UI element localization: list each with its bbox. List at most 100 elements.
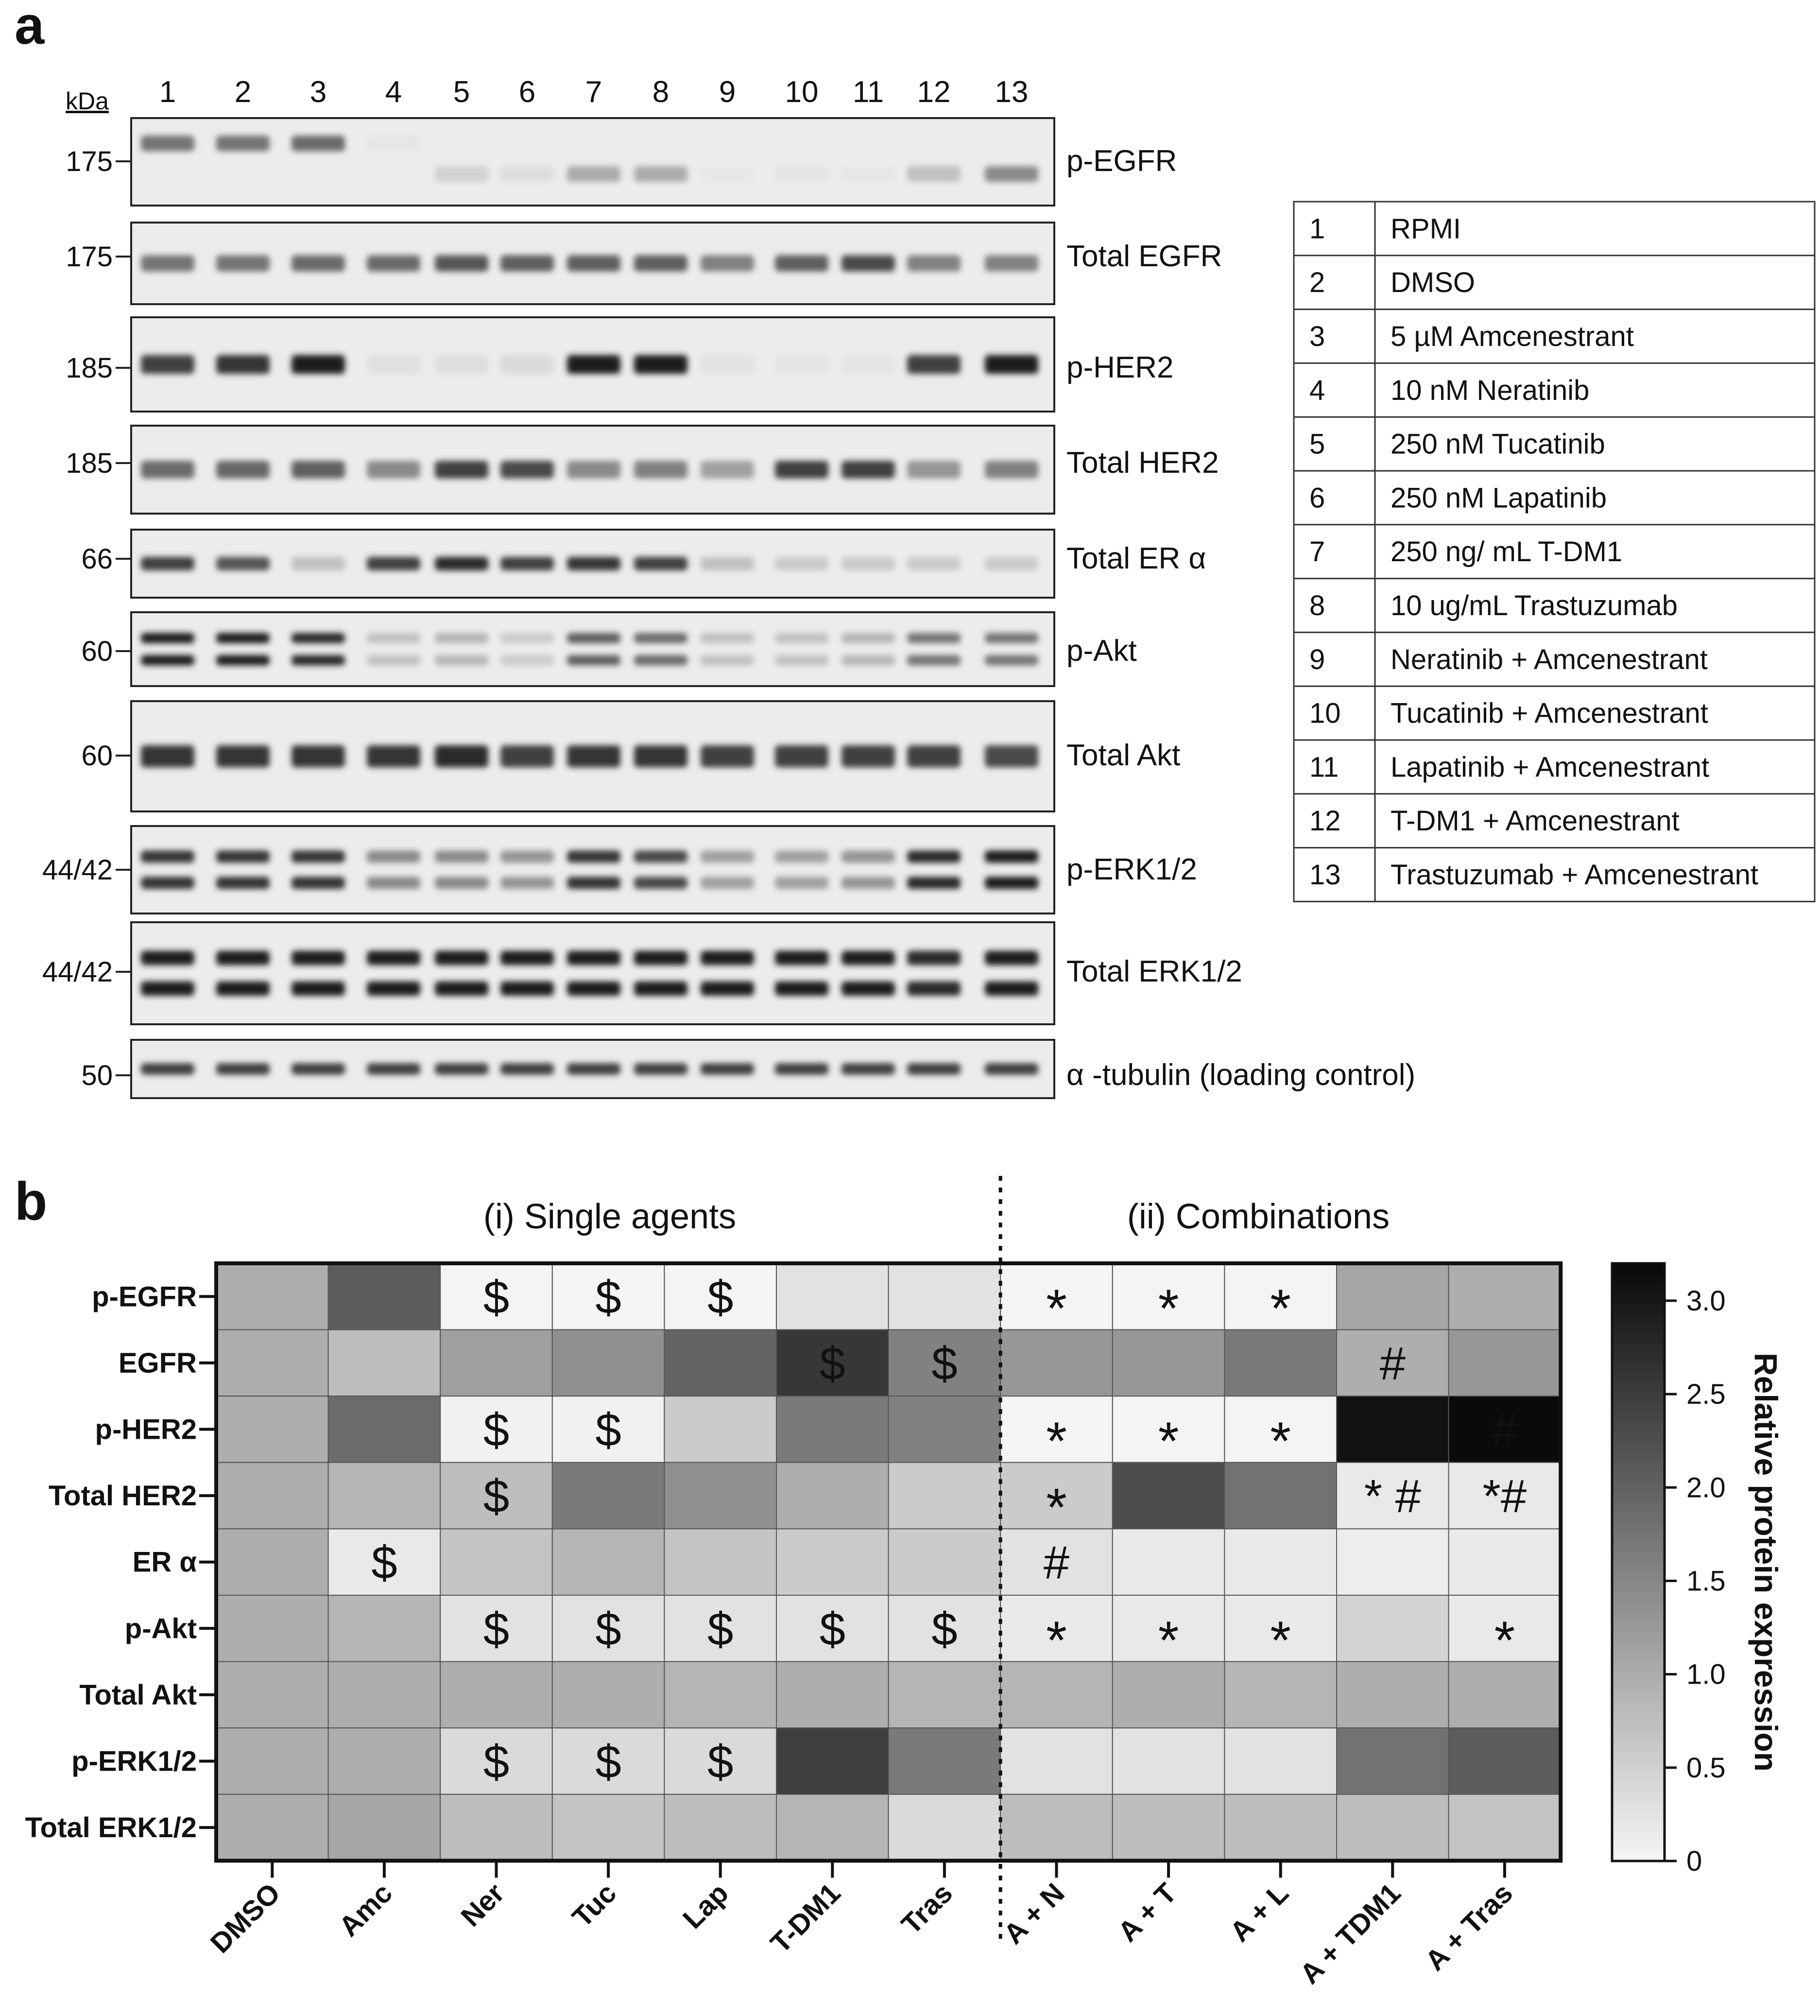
col-label: T-DM1 <box>764 1877 846 1959</box>
cell-annotation: $ <box>820 1603 845 1655</box>
blot-band <box>292 950 345 965</box>
heatmap-cell <box>551 1396 665 1463</box>
cell-annotation: $ <box>483 1404 509 1456</box>
blot-band <box>634 633 687 643</box>
colorbar-tick-label: 1.5 <box>1686 1565 1726 1597</box>
blot-band <box>567 745 620 768</box>
row-label: EGFR <box>119 1347 197 1379</box>
colorbar-step <box>1612 1393 1665 1403</box>
heatmap-cell <box>1448 1462 1562 1530</box>
colorbar-step <box>1612 1801 1665 1812</box>
row-label: Total ERK1/2 <box>25 1812 197 1844</box>
blot-membrane <box>130 825 1055 914</box>
blot-band <box>841 877 895 889</box>
blot-band <box>841 981 895 996</box>
blot-band <box>907 461 961 479</box>
colorbar-step <box>1612 1542 1665 1553</box>
colorbar-tick-label: 0.5 <box>1686 1752 1726 1784</box>
colorbar-step <box>1612 1472 1665 1483</box>
heatmap: $ $ $ * * *$ $ #$ $ * * * #$ * * # *#$ #$ $ $ $ $ * * * *$ $ $p-EG… <box>25 1176 1563 1990</box>
blot-band <box>634 1063 687 1075</box>
blot-band <box>701 557 754 570</box>
colorbar-step <box>1612 1572 1665 1583</box>
blot-band <box>292 1063 345 1075</box>
colorbar-step <box>1612 1522 1665 1533</box>
colorbar-step <box>1612 1851 1665 1861</box>
legend-lane-number: 5 <box>1309 429 1325 460</box>
row-label: p-ERK1/2 <box>71 1746 197 1777</box>
blot-band <box>435 355 488 374</box>
heatmap-cell <box>327 1263 441 1330</box>
heatmap-cell <box>776 1727 889 1795</box>
blot-band <box>775 1063 828 1075</box>
heatmap-cell <box>1224 1793 1337 1861</box>
heatmap-cell <box>551 1528 665 1596</box>
legend-treatment: Trastuzumab + Amcenestrant <box>1391 859 1758 891</box>
heatmap-cell <box>327 1528 441 1596</box>
blot-label: α -tubulin (loading control) <box>1066 1058 1415 1092</box>
heatmap-cell <box>327 1661 441 1729</box>
heatmap-cell <box>551 1462 665 1530</box>
cell-annotation: * <box>1046 1278 1067 1338</box>
cell-annotation: * <box>1046 1610 1067 1670</box>
blot-band <box>775 255 828 272</box>
col-label: A + T <box>1112 1877 1183 1948</box>
col-label: A + L <box>1224 1877 1295 1948</box>
heatmap-cell <box>551 1263 665 1330</box>
lane-number: 4 <box>385 75 402 109</box>
blot-band <box>435 981 488 996</box>
blot-band <box>567 1063 620 1075</box>
heatmap-cell <box>888 1329 1001 1397</box>
blot-band <box>141 745 194 768</box>
blot-band <box>701 745 754 768</box>
heatmap-cell <box>551 1727 665 1795</box>
heatmap-cell <box>888 1528 1001 1596</box>
colorbar-step <box>1612 1811 1665 1822</box>
blot-band <box>367 136 420 152</box>
blot-band <box>500 850 554 863</box>
blot-band <box>634 461 687 479</box>
colorbar-step <box>1612 1741 1665 1752</box>
colorbar-step <box>1612 1333 1665 1344</box>
blot-band <box>292 355 345 374</box>
blot-band <box>701 950 754 965</box>
blot-band <box>634 950 687 965</box>
colorbar-step <box>1612 1602 1665 1613</box>
blot-band <box>841 557 895 570</box>
blot-band <box>216 557 270 570</box>
legend-lane-number: 3 <box>1309 321 1325 352</box>
colorbar-step <box>1612 1731 1665 1742</box>
kda-marker: 60 <box>81 740 113 772</box>
blot-band <box>141 877 194 889</box>
colorbar-step <box>1612 1841 1665 1852</box>
blot-band <box>367 355 420 374</box>
legend-lane-number: 8 <box>1309 590 1325 621</box>
heatmap-cell <box>1448 1329 1562 1397</box>
blot-band <box>985 557 1038 570</box>
col-label: Tras <box>895 1877 959 1940</box>
heatmap-cell <box>664 1329 777 1397</box>
colorbar-step <box>1612 1293 1665 1304</box>
heatmap-cell <box>888 1727 1001 1795</box>
blot-band <box>775 166 828 182</box>
blot-band <box>701 850 754 863</box>
blot-label: p-HER2 <box>1066 351 1174 384</box>
kda-marker: 185 <box>66 352 113 384</box>
treatment-legend-table: 1 RPMI 2 DMSO 3 5 µM Amcenestrant 4 10 nM Nerat… <box>1293 201 1816 902</box>
heatmap-cell <box>327 1329 441 1397</box>
blot-band <box>985 850 1038 863</box>
heatmap-cell <box>1336 1595 1449 1662</box>
heatmap-cell <box>1000 1661 1113 1729</box>
blot-band <box>907 633 961 643</box>
blot-p-egfr: 175 p-EGFR <box>66 117 1177 207</box>
legend-treatment: 5 µM Amcenestrant <box>1391 321 1634 352</box>
blot-total-akt: 60 Total Akt <box>81 700 1180 812</box>
heatmap-cell <box>216 1329 329 1397</box>
blot-band <box>775 461 828 479</box>
legend-lane-number: 12 <box>1309 805 1341 837</box>
cell-annotation: $ <box>371 1537 397 1589</box>
heatmap-cell <box>216 1462 329 1530</box>
blot-band <box>500 655 554 666</box>
blot-band <box>775 745 828 768</box>
lane-number: 9 <box>719 75 736 109</box>
